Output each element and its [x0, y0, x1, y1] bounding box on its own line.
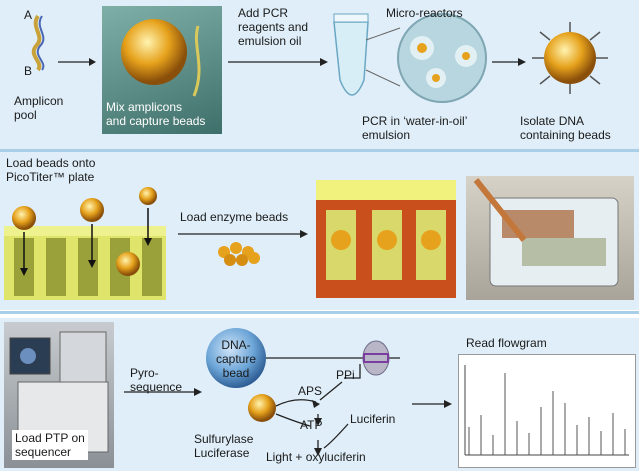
load-beads-label: Load beads onto PicoTiter™ plate	[6, 156, 96, 184]
load-ptp-label: Load PTP on sequencer	[12, 430, 88, 460]
read-flowgram-label: Read flowgram	[466, 336, 547, 350]
mix-caption: Mix amplicons and capture beads	[106, 100, 206, 128]
polymerase	[362, 340, 390, 376]
panel1-drawing	[31, 14, 96, 72]
dna-capture-bead	[206, 328, 266, 388]
dna-containing-bead	[544, 32, 596, 84]
luciferin-label: Luciferin	[350, 412, 396, 426]
enzymes-label: Sulfurylase Luciferase	[194, 432, 254, 460]
picotiter-plate-photo	[466, 176, 634, 300]
add-pcr-label: Add PCR reagents and emulsion oil	[238, 6, 309, 48]
panel1-arrows	[228, 13, 608, 103]
wells-with-enzyme-image	[316, 180, 456, 298]
separator	[0, 149, 639, 152]
isolate-label: Isolate DNA containing beads	[520, 114, 611, 142]
pyrosequence-label: Pyro- sequence	[130, 366, 183, 394]
sulfurylase-luciferase-bead	[248, 394, 276, 422]
ppi-label: PPi	[336, 368, 355, 382]
atp-label: ATP	[300, 418, 323, 432]
label-a: A	[24, 8, 33, 22]
separator	[0, 311, 639, 314]
pcr-tube	[333, 21, 369, 96]
label-b: B	[24, 64, 33, 78]
amplicon-strand	[31, 14, 42, 72]
capture-bead	[121, 19, 187, 85]
plate-loading-panel: Load beads onto PicoTiter™ plate	[0, 152, 639, 310]
light-oxyluciferin-label: Light + oxyluciferin	[266, 450, 366, 464]
amplicon-pool-label: Amplicon pool	[14, 94, 64, 122]
sequencer-photo: Load PTP on sequencer	[4, 322, 114, 468]
pcr-emulsion-label: PCR in ‘water-in-oil’ emulsion	[362, 114, 468, 142]
enzyme-beads	[218, 242, 260, 266]
panel3-drawing	[124, 328, 452, 456]
micro-reactor-droplet	[397, 13, 487, 103]
panel2-drawing	[4, 187, 308, 300]
dna-capture-bead-label: DNA- capture bead	[216, 338, 257, 380]
flowgram-image	[458, 354, 636, 468]
mix-image: Mix amplicons and capture beads	[102, 6, 222, 134]
pyrosequencing-panel: Load PTP on sequencer	[0, 318, 639, 471]
aps-label: APS	[298, 384, 323, 398]
micro-reactors-label: Micro-reactors	[386, 6, 463, 20]
emulsion-pcr-panel: A B Amplicon pool Mix amplicons and capt…	[0, 0, 639, 150]
load-enzyme-label: Load enzyme beads	[180, 210, 289, 224]
